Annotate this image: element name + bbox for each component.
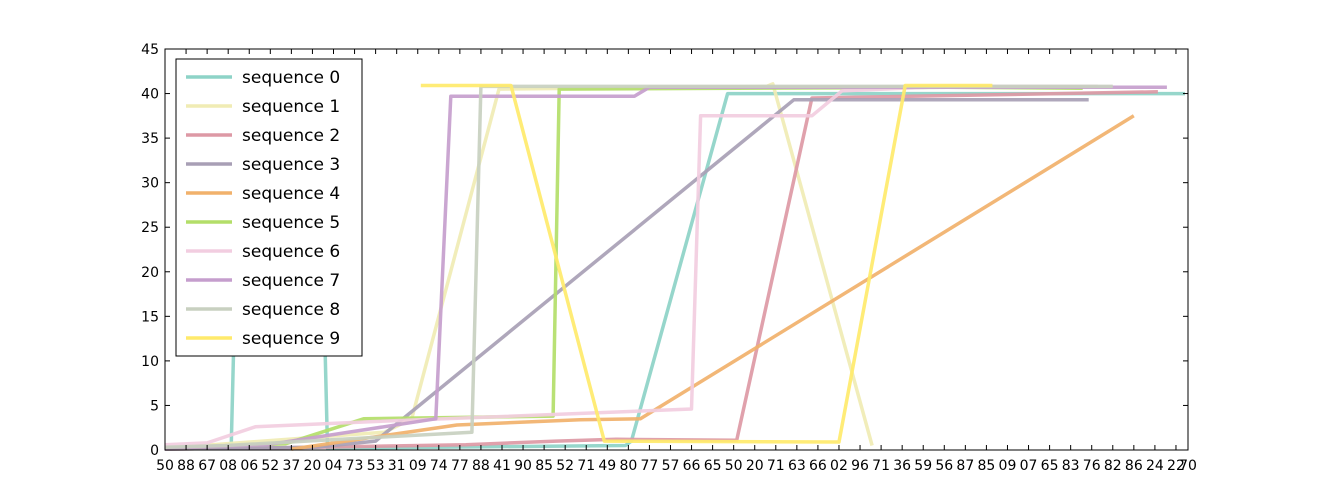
y-tick-label: 25 (141, 220, 159, 236)
x-tick-label: 76 (1083, 458, 1101, 474)
y-tick-label: 30 (141, 176, 159, 192)
x-tick-label: 73 (346, 458, 364, 474)
x-tick-label: 65 (1041, 458, 1059, 474)
x-tick-label: 50 (156, 458, 174, 474)
x-tick-label: 24 (1146, 458, 1164, 474)
x-tick-label: 71 (767, 458, 785, 474)
y-tick-label: 20 (141, 265, 159, 281)
x-tick-label: 52 (556, 458, 574, 474)
y-tick-label: 35 (141, 131, 159, 147)
x-tick-label: 66 (683, 458, 701, 474)
x-tick-label: 37 (282, 458, 300, 474)
x-tick-label: 65 (704, 458, 722, 474)
x-tick-label: 88 (177, 458, 195, 474)
legend-label-9: sequence 9 (242, 329, 340, 349)
y-tick-label: 40 (141, 87, 159, 103)
legend-label-1: sequence 1 (242, 97, 340, 117)
x-tick-label: 36 (893, 458, 911, 474)
x-tick-label: 04 (325, 458, 343, 474)
x-tick-label: 80 (619, 458, 637, 474)
x-tick-label: 71 (577, 458, 595, 474)
legend-label-0: sequence 0 (242, 68, 340, 88)
x-tick-label: 77 (451, 458, 469, 474)
x-tick-label: 31 (388, 458, 406, 474)
series-line-9 (420, 83, 993, 444)
x-tick-label: 77 (641, 458, 659, 474)
x-tick-label: 08 (219, 458, 237, 474)
x-tick-label: 52 (261, 458, 279, 474)
x-tick-label: 87 (956, 458, 974, 474)
x-tick-label: 57 (662, 458, 680, 474)
x-tick-label: 86 (1125, 458, 1143, 474)
legend-label-3: sequence 3 (242, 155, 340, 175)
y-tick-label: 5 (150, 398, 159, 414)
y-tick-label: 15 (141, 309, 159, 325)
x-tick-label: 22 (1167, 458, 1185, 474)
legend-label-5: sequence 5 (242, 213, 340, 233)
x-tick-label: 20 (304, 458, 322, 474)
y-tick-label: 45 (141, 42, 159, 58)
series-line-8 (164, 84, 1113, 450)
x-tick-label: 71 (872, 458, 890, 474)
x-tick-label: 49 (598, 458, 616, 474)
x-tick-label: 83 (1062, 458, 1080, 474)
x-tick-label: 90 (514, 458, 532, 474)
x-tick-label: 70 (1179, 458, 1197, 474)
series-line-3 (164, 98, 1089, 451)
x-tick-label: 82 (1104, 458, 1122, 474)
x-tick-label: 59 (914, 458, 932, 474)
legend-label-6: sequence 6 (242, 242, 340, 262)
legend-label-7: sequence 7 (242, 271, 340, 291)
legend-box (175, 58, 363, 357)
series-line-2 (164, 90, 1158, 451)
series-layer (164, 82, 1185, 451)
x-tick-label: 74 (430, 458, 448, 474)
x-tick-label: 53 (367, 458, 385, 474)
y-tick-label: 0 (150, 443, 159, 459)
x-tick-label: 67 (198, 458, 216, 474)
x-tick-label: 63 (788, 458, 806, 474)
legend-label-8: sequence 8 (242, 300, 340, 320)
legend-label-2: sequence 2 (242, 126, 340, 146)
x-tick-label: 06 (240, 458, 258, 474)
x-tick-label: 09 (999, 458, 1017, 474)
x-tick-label: 88 (472, 458, 490, 474)
x-tick-label: 56 (935, 458, 953, 474)
x-tick-label: 07 (1020, 458, 1038, 474)
legend-label-4: sequence 4 (242, 184, 340, 204)
plot-frame (164, 48, 1189, 451)
x-tick-label: 09 (409, 458, 427, 474)
x-tick-label: 85 (977, 458, 995, 474)
y-tick-label: 10 (141, 354, 159, 370)
x-tick-label: 50 (725, 458, 743, 474)
series-line-4 (291, 114, 1135, 451)
series-line-0 (165, 91, 1185, 450)
x-tick-label: 96 (851, 458, 869, 474)
x-tick-label: 20 (746, 458, 764, 474)
x-tick-label: 66 (809, 458, 827, 474)
x-tick-label: 41 (493, 458, 511, 474)
x-tick-label: 85 (535, 458, 553, 474)
legend: sequence 0 sequence 1 sequence 2 sequence 3… (175, 58, 363, 357)
x-tick-label: 02 (830, 458, 848, 474)
